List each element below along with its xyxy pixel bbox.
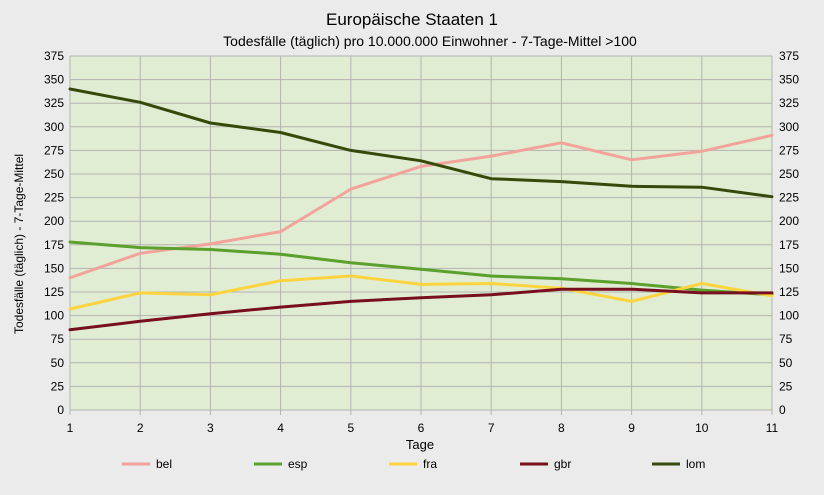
y-tick-label: 350 xyxy=(44,73,64,87)
y-tick-label: 325 xyxy=(44,96,64,110)
series-line-gbr xyxy=(68,287,774,332)
y-axis-title: Todesfälle (täglich) - 7-Tage-Mittel xyxy=(12,154,26,334)
y2-tick-label: 350 xyxy=(779,73,799,87)
chart-subtitle: Todesfälle (täglich) pro 10.000.000 Einw… xyxy=(223,33,637,49)
y-tick-label: 250 xyxy=(44,167,64,181)
y2-tick-label: 175 xyxy=(779,238,799,252)
y-tick-label: 25 xyxy=(51,379,65,393)
y2-tick-label: 300 xyxy=(779,120,799,134)
y2-tick-label: 200 xyxy=(779,214,799,228)
y2-tick-label: 50 xyxy=(779,356,793,370)
legend-label-fra: fra xyxy=(423,457,437,471)
legend-label-esp: esp xyxy=(288,457,308,471)
y2-tick-label: 325 xyxy=(779,96,799,110)
x-tick-label: 7 xyxy=(488,421,495,435)
y2-tick-label: 150 xyxy=(779,261,799,275)
legend-label-bel: bel xyxy=(156,457,172,471)
legend-label-lom: lom xyxy=(686,457,705,471)
y2-tick-label: 100 xyxy=(779,309,799,323)
legend: bel esp fra gbr lom xyxy=(122,457,705,471)
y2-tick-label: 25 xyxy=(779,379,793,393)
y-tick-label: 50 xyxy=(51,356,65,370)
series-line-bel xyxy=(68,133,774,280)
series-line-lom xyxy=(68,87,774,199)
series-line-fra xyxy=(68,274,774,311)
x-axis-title: Tage xyxy=(406,437,434,452)
series-line-esp xyxy=(68,240,774,297)
x-tick-label: 11 xyxy=(766,421,779,435)
y-tick-label: 375 xyxy=(44,49,64,63)
x-tick-label: 2 xyxy=(137,421,144,435)
x-tick-label: 8 xyxy=(558,421,565,435)
y2-tick-label: 125 xyxy=(779,285,799,299)
x-tick-label: 6 xyxy=(418,421,425,435)
y2-tick-label: 250 xyxy=(779,167,799,181)
x-tick-label: 9 xyxy=(628,421,635,435)
y-tick-label: 100 xyxy=(44,309,64,323)
legend-label-gbr: gbr xyxy=(554,457,571,471)
y-tick-label: 225 xyxy=(44,191,64,205)
y-tick-label: 0 xyxy=(57,403,64,417)
y-tick-label: 275 xyxy=(44,143,64,157)
x-tick-label: 10 xyxy=(695,421,709,435)
y2-tick-label: 375 xyxy=(779,49,799,63)
y-tick-label: 75 xyxy=(51,332,65,346)
y-tick-label: 200 xyxy=(44,214,64,228)
x-tick-label: 1 xyxy=(67,421,74,435)
y-tick-label: 175 xyxy=(44,238,64,252)
y-tick-label: 300 xyxy=(44,120,64,134)
y2-tick-label: 225 xyxy=(779,191,799,205)
y2-tick-label: 275 xyxy=(779,143,799,157)
x-tick-label: 5 xyxy=(347,421,354,435)
y-tick-label: 150 xyxy=(44,261,64,275)
x-tick-label: 3 xyxy=(207,421,214,435)
y2-tick-label: 0 xyxy=(779,403,786,417)
chart-title: Europäische Staaten 1 xyxy=(326,10,498,29)
x-tick-label: 4 xyxy=(277,421,284,435)
grid xyxy=(69,55,773,411)
y-tick-label: 125 xyxy=(44,285,64,299)
y2-tick-label: 75 xyxy=(779,332,793,346)
series-layer xyxy=(68,87,774,332)
